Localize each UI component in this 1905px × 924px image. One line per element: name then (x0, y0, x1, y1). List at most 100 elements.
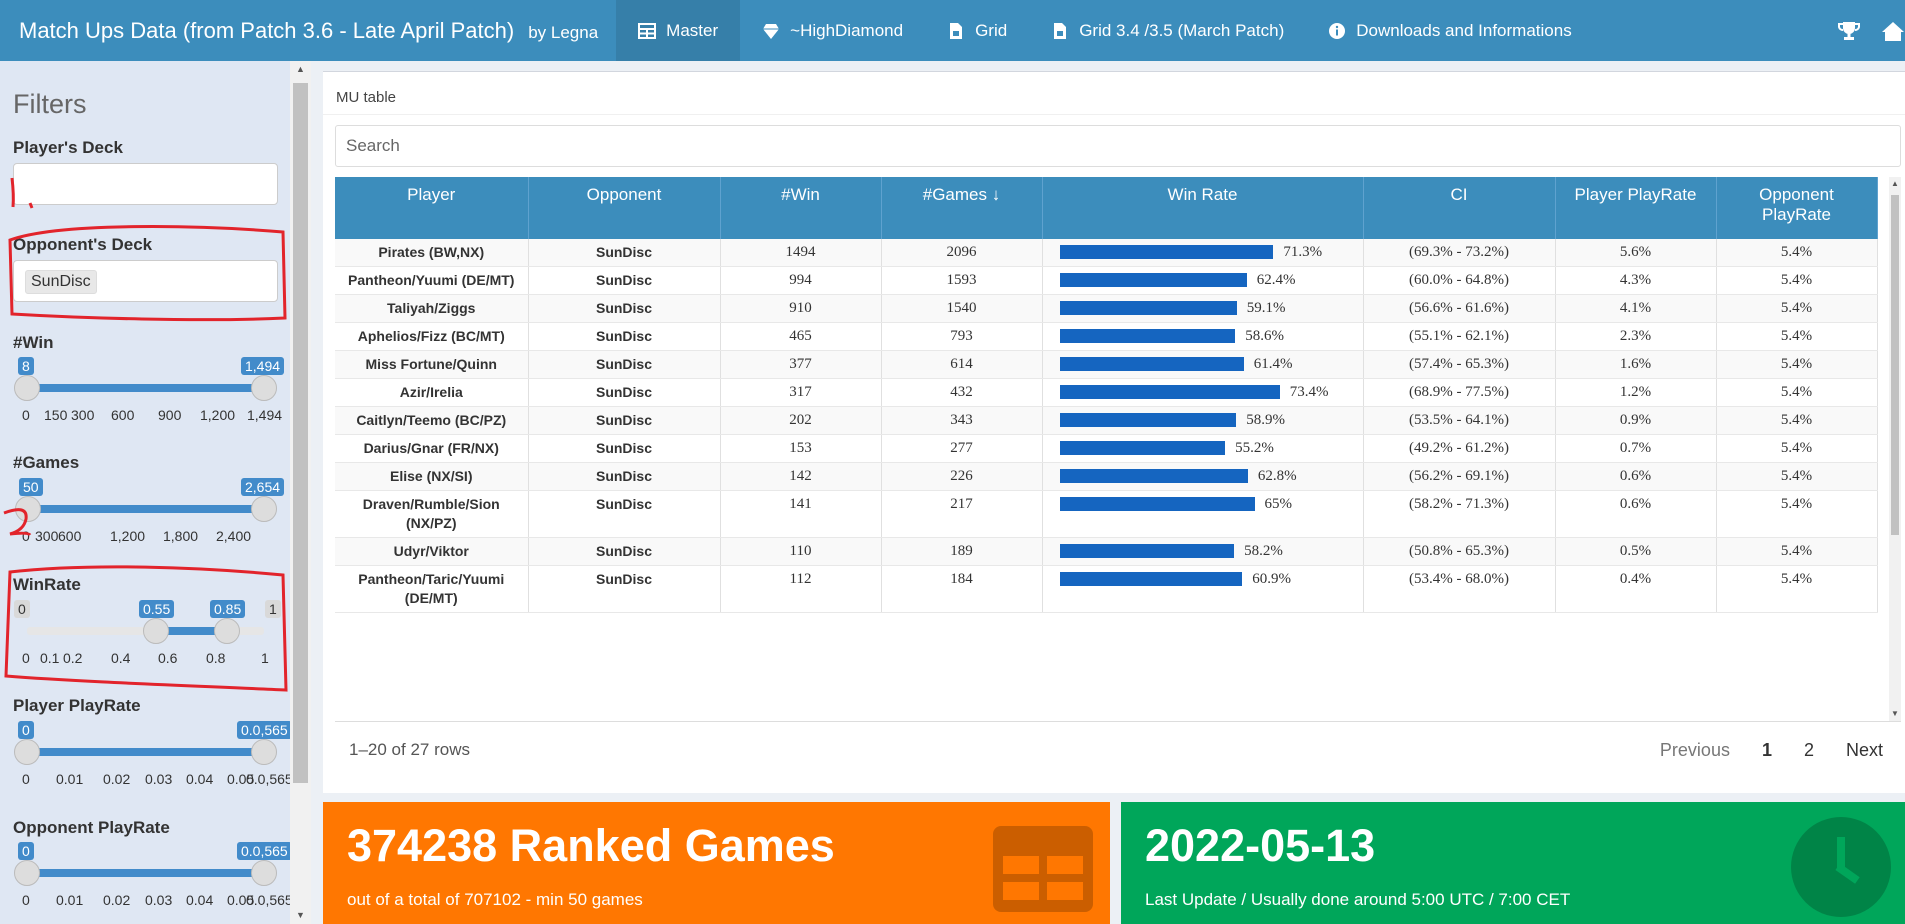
winrate-label: 62.8% (1257, 468, 1297, 484)
opponent-cell: SunDisc (528, 350, 721, 379)
player-deck-input[interactable] (13, 163, 278, 205)
table-row[interactable]: Caitlyn/Teemo (BC/PZ) SunDisc 202 343 58.9% (… (335, 406, 1878, 435)
games-label: #Games (13, 453, 80, 472)
slider-max-handle[interactable] (214, 618, 240, 644)
divider (323, 114, 1905, 115)
player-playrate-cell: 4.3% (1555, 266, 1717, 295)
winrate-bar (1059, 272, 1247, 287)
player-cell: Darius/Gnar (FR/NX) (335, 434, 529, 463)
tick: 0.4 (111, 650, 131, 666)
sidebar-scrollbar[interactable]: ▲ ▼ (290, 61, 311, 924)
tick: 0.8 (206, 650, 226, 666)
slider-max-handle[interactable] (251, 375, 277, 401)
table-row[interactable]: Taliyah/Ziggs SunDisc 910 1540 59.1% (56.6% -… (335, 294, 1878, 323)
table-row[interactable]: Aphelios/Fizz (BC/MT) SunDisc 465 793 58.6% (… (335, 322, 1878, 351)
last-update-value: 2022-05-13 (1145, 820, 1376, 871)
win-cell: 465 (720, 322, 882, 351)
tick: 0.01 (56, 771, 84, 787)
opponent-playrate-cell: 5.4% (1716, 434, 1878, 463)
ranked-games-box: 374238 Ranked Games out of a total of 70… (323, 802, 1110, 924)
slider-max-handle[interactable] (251, 496, 277, 522)
winrate-bar (1059, 328, 1236, 343)
tab-highdiamond[interactable]: ~HighDiamond (740, 0, 925, 61)
search-input[interactable] (335, 125, 1901, 167)
tick: 0.1 (40, 650, 60, 666)
table-row[interactable]: Pantheon/Yuumi (DE/MT) SunDisc 994 1593 62.4… (335, 266, 1878, 295)
tab-grid-march[interactable]: Grid 3.4 /3.5 (March Patch) (1029, 0, 1306, 61)
table-row[interactable]: Pirates (BW,NX) SunDisc 1494 2096 71.3% (69.3… (335, 239, 1878, 267)
tick: 1,494 (247, 407, 283, 423)
win-slider[interactable]: 8 1,494 0 150 300 600 900 1,200 1,494 (13, 357, 285, 427)
tab-grid[interactable]: Grid (925, 0, 1029, 61)
tab-downloads[interactable]: Downloads and Informations (1306, 0, 1593, 61)
slider-min-handle[interactable] (14, 860, 40, 886)
tick: 150 (44, 407, 68, 423)
games-slider[interactable]: 50 2,654 0 300 600 1,200 1,800 2,400 (13, 478, 285, 548)
col-opponent-playrate[interactable]: Opponent PlayRate (1716, 177, 1878, 239)
scrollbar-thumb[interactable] (293, 83, 308, 783)
col-player-playrate[interactable]: Player PlayRate (1555, 177, 1717, 239)
tick: 1,200 (200, 407, 236, 423)
scroll-down-arrow[interactable]: ▼ (296, 910, 305, 920)
opponent-cell: SunDisc (528, 294, 721, 323)
deck-chip[interactable]: SunDisc (25, 270, 97, 294)
opponent-deck-input[interactable]: SunDisc (13, 260, 278, 302)
scroll-down-arrow[interactable]: ▼ (1891, 709, 1899, 718)
home-icon[interactable] (1881, 19, 1905, 43)
ci-cell: (55.1% - 62.1%) (1363, 322, 1556, 351)
table-row[interactable]: Draven/Rumble/Sion (NX/PZ) SunDisc 141 217 6… (335, 490, 1878, 538)
winrate-label: 62.4% (1256, 272, 1296, 288)
winrate-cell: 61.4% (1042, 350, 1364, 379)
slider-min-handle[interactable] (15, 496, 41, 522)
tab-label: Grid 3.4 /3.5 (March Patch) (1079, 20, 1285, 40)
games-cell: 189 (881, 537, 1043, 566)
win-cell: 202 (720, 406, 882, 435)
table-row[interactable]: Darius/Gnar (FR/NX) SunDisc 153 277 55.2% (49… (335, 434, 1878, 463)
previous-page-button[interactable]: Previous (1659, 740, 1730, 760)
tick: 0.0,565 (246, 771, 290, 787)
tick: 600 (111, 407, 135, 423)
tab-master[interactable]: Master (616, 0, 741, 61)
page-1-button[interactable]: 1 (1761, 740, 1772, 760)
player-playrate-slider[interactable]: 0 0.0,565 0 0.01 0.02 0.03 0.04 0.05 0.0… (13, 721, 290, 791)
col-games[interactable]: #Games ↓ (881, 177, 1043, 239)
opponent-playrate-slider[interactable]: 0 0.0,565 0 0.01 0.02 0.03 0.04 0.05 0.0… (13, 842, 290, 912)
next-page-button[interactable]: Next (1845, 740, 1883, 760)
player-playrate-cell: 0.6% (1555, 462, 1717, 491)
rows-info: 1–20 of 27 rows (349, 740, 470, 759)
trophy-icon[interactable] (1837, 19, 1861, 43)
winrate-label: 58.2% (1244, 543, 1283, 559)
winrate-cell: 58.6% (1042, 322, 1364, 351)
tick: 0 (22, 528, 30, 544)
scroll-up-arrow[interactable]: ▲ (1891, 179, 1899, 188)
col-opponent[interactable]: Opponent (528, 177, 721, 239)
table-row[interactable]: Miss Fortune/Quinn SunDisc 377 614 61.4% (57.… (335, 350, 1878, 379)
col-player[interactable]: Player (335, 177, 529, 239)
col-win[interactable]: #Win (720, 177, 882, 239)
table-row[interactable]: Udyr/Viktor SunDisc 110 189 58.2% (50.8% - 65… (335, 537, 1878, 566)
diamond-icon (763, 23, 780, 39)
slider-min-handle[interactable] (14, 739, 40, 765)
table-scrollbar[interactable]: ▲ ▼ (1889, 177, 1901, 721)
slider-max-handle[interactable] (251, 739, 277, 765)
table-row[interactable]: Elise (NX/SI) SunDisc 142 226 62.8% (56.2% - … (335, 462, 1878, 491)
ci-cell: (49.2% - 61.2%) (1363, 434, 1556, 463)
tick: 1,800 (163, 528, 199, 544)
table-row[interactable]: Pantheon/Taric/Yuumi (DE/MT) SunDisc 112 18… (335, 565, 1878, 613)
col-winrate[interactable]: Win Rate (1042, 177, 1364, 239)
table-row[interactable]: Azir/Irelia SunDisc 317 432 73.4% (68.9% - 77… (335, 378, 1878, 407)
scrollbar-thumb[interactable] (1891, 195, 1899, 535)
slider-min-handle[interactable] (143, 618, 169, 644)
winrate-slider[interactable]: 0 1 0.55 0.85 0 0.1 0.2 0.4 0.6 0.8 1 (13, 600, 281, 670)
winrate-cell: 62.8% (1042, 462, 1364, 491)
mu-table: Player Opponent #Win #Games ↓ Win Rate C… (335, 177, 1878, 613)
scroll-up-arrow[interactable]: ▲ (296, 64, 305, 74)
page-2-button[interactable]: 2 (1803, 740, 1814, 760)
app-title-text: Match Ups Data (from Patch 3.6 - Late Ap… (19, 17, 515, 43)
games-cell: 226 (881, 462, 1043, 491)
player-playrate-cell: 0.6% (1555, 490, 1717, 538)
slider-max-handle[interactable] (251, 860, 277, 886)
col-ci[interactable]: CI (1363, 177, 1556, 239)
slider-min-handle[interactable] (14, 375, 40, 401)
filters-sidebar: Filters Player's Deck Opponent's Deck Su… (0, 61, 290, 924)
